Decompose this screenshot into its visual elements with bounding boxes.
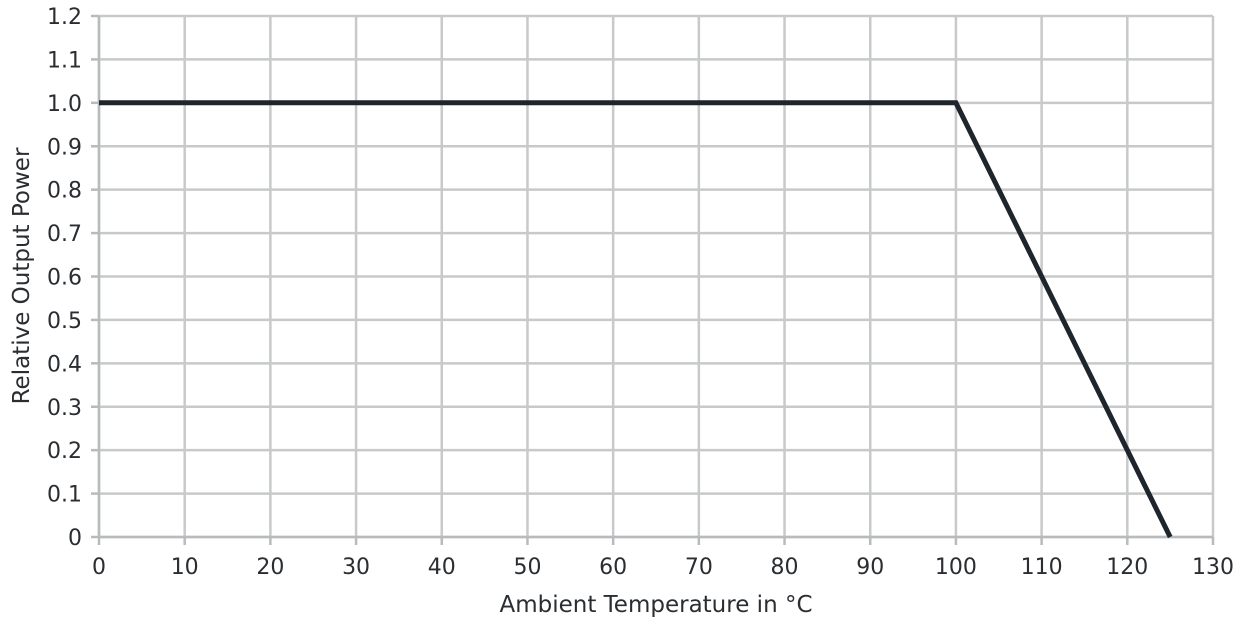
x-tick-label: 70 [685,555,713,580]
y-tick-label: 1.2 [47,5,82,30]
x-tick-label: 110 [1021,555,1063,580]
y-tick-label: 0.8 [47,179,82,204]
x-tick-label: 60 [599,555,627,580]
y-tick-label: 0.2 [47,439,82,464]
y-tick-label: 0.9 [47,135,82,160]
y-tick-labels: 0 0.1 0.2 0.3 0.4 0.5 0.6 0.7 0.8 0.9 1.0 1.1 1.2 [47,5,82,551]
x-tick-label: 50 [513,555,541,580]
y-tick-label: 1.0 [47,92,82,117]
y-tick-label: 0.4 [47,352,82,377]
series-line [99,100,1173,539]
x-tick-label: 40 [428,555,456,580]
y-axis-title: Relative Output Power [9,147,35,404]
y-tick-label: 0.1 [47,483,82,508]
x-tick-label: 90 [856,555,884,580]
y-tick-label: 1.1 [47,48,82,73]
x-tick-label: 20 [256,555,284,580]
x-tick-label: 80 [771,555,799,580]
x-tick-label: 0 [92,555,106,580]
series-layer [99,100,1173,539]
x-tick-label: 10 [171,555,199,580]
x-tick-label: 100 [935,555,977,580]
x-tick-label: 120 [1106,555,1148,580]
y-tick-label: 0.7 [47,222,82,247]
y-tick-label: 0 [68,526,82,551]
y-tick-label: 0.3 [47,396,82,421]
x-tick-label: 30 [342,555,370,580]
y-tick-label: 0.6 [47,266,82,291]
x-tick-labels: 0 10 20 30 40 50 60 70 80 90 100 110 120 130 [92,555,1234,580]
x-axis-title: Ambient Temperature in °C [499,592,812,618]
grid [97,14,1215,539]
x-tick-label: 130 [1192,555,1234,580]
y-tick-label: 0.5 [47,309,82,334]
